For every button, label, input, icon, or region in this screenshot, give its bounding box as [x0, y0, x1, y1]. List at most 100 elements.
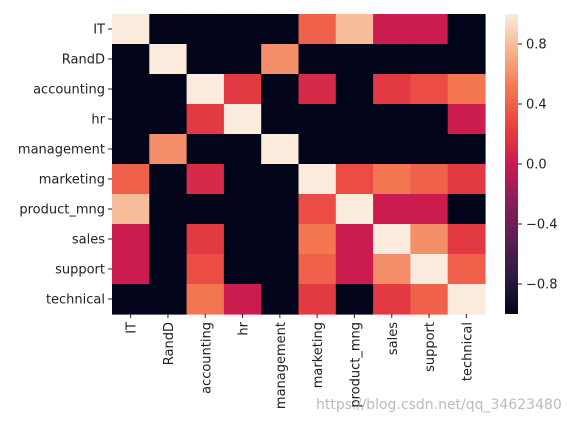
colorbar — [505, 14, 518, 314]
heatmap-cell-hr-management — [261, 104, 300, 135]
heatmap-cell-support-IT — [112, 254, 150, 285]
heatmap-cell-RandD-technical — [447, 44, 486, 75]
colorbar-tick-label: 0.0 — [526, 158, 547, 173]
heatmap-cell-IT-support — [410, 14, 449, 45]
heatmap-cell-marketing-product_mng — [335, 164, 374, 195]
heatmap-cell-marketing-IT — [112, 164, 150, 195]
heatmap-cell-technical-accounting — [186, 284, 225, 315]
heatmap-cell-sales-RandD — [149, 224, 188, 255]
heatmap-cell-product_mng-hr — [223, 194, 262, 225]
heatmap-cell-sales-support — [410, 224, 449, 255]
heatmap-cell-marketing-hr — [223, 164, 262, 195]
heatmap-cell-support-marketing — [298, 254, 337, 285]
heatmap-cell-accounting-support — [410, 74, 449, 105]
heatmap-cell-accounting-marketing — [298, 74, 337, 105]
y-tick-label-sales: sales — [72, 233, 105, 248]
heatmap-cell-support-support — [410, 254, 449, 285]
heatmap-cell-product_mng-product_mng — [335, 194, 374, 225]
heatmap-cell-RandD-RandD — [149, 44, 188, 75]
x-tick-labels: IT RandD accounting hr management marketing pr… — [125, 314, 475, 409]
heatmap-cell-sales-management — [261, 224, 300, 255]
heatmap-cell-product_mng-sales — [373, 194, 411, 225]
heatmap-cell-sales-marketing — [298, 224, 337, 255]
heatmap-cell-IT-hr — [223, 14, 262, 45]
heatmap-cell-support-product_mng — [335, 254, 374, 285]
heatmap-cell-IT-RandD — [149, 14, 188, 45]
heatmap-cell-support-technical — [447, 254, 486, 285]
heatmap-cell-accounting-RandD — [149, 74, 188, 105]
heatmap-cell-sales-product_mng — [335, 224, 374, 255]
heatmap-cells — [112, 14, 486, 315]
y-tick-label-management: management — [18, 143, 105, 158]
heatmap-cell-management-accounting — [186, 134, 225, 165]
heatmap-cell-technical-hr — [223, 284, 262, 315]
x-tick-label-sales: sales — [386, 322, 401, 355]
heatmap-cell-technical-IT — [112, 284, 150, 315]
heatmap-cell-technical-management — [261, 284, 300, 315]
heatmap-cell-support-sales — [373, 254, 411, 285]
x-tick-label-accounting: accounting — [199, 322, 214, 394]
heatmap-cell-technical-marketing — [298, 284, 337, 315]
heatmap-cell-technical-sales — [373, 284, 411, 315]
heatmap-cell-hr-accounting — [186, 104, 225, 135]
heatmap-cell-product_mng-management — [261, 194, 300, 225]
heatmap-cell-product_mng-RandD — [149, 194, 188, 225]
x-tick-label-technical: technical — [460, 322, 475, 381]
heatmap-cell-support-management — [261, 254, 300, 285]
heatmap-cell-RandD-product_mng — [335, 44, 374, 75]
heatmap-cell-RandD-management — [261, 44, 300, 75]
heatmap-cell-RandD-accounting — [186, 44, 225, 75]
heatmap-cell-support-RandD — [149, 254, 188, 285]
heatmap-cell-support-accounting — [186, 254, 225, 285]
y-tick-labels: IT RandD accounting hr management marketing pr… — [18, 23, 112, 308]
heatmap-cell-RandD-IT — [112, 44, 150, 75]
colorbar-tick-label: 0.4 — [526, 98, 547, 113]
y-tick-label-IT: IT — [93, 23, 105, 38]
heatmap-cell-IT-IT — [112, 14, 150, 45]
heatmap-cell-management-technical — [447, 134, 486, 165]
heatmap-cell-IT-accounting — [186, 14, 225, 45]
y-tick-label-technical: technical — [46, 293, 105, 308]
x-tick-label-marketing: marketing — [311, 322, 326, 388]
heatmap-cell-RandD-hr — [223, 44, 262, 75]
heatmap-cell-technical-technical — [447, 284, 486, 315]
heatmap-cell-marketing-management — [261, 164, 300, 195]
heatmap-cell-marketing-technical — [447, 164, 486, 195]
heatmap-cell-marketing-RandD — [149, 164, 188, 195]
heatmap-cell-product_mng-accounting — [186, 194, 225, 225]
x-tick-label-IT: IT — [125, 322, 140, 334]
heatmap-cell-sales-technical — [447, 224, 486, 255]
heatmap-cell-management-hr — [223, 134, 262, 165]
heatmap-cell-product_mng-support — [410, 194, 449, 225]
heatmap-cell-hr-marketing — [298, 104, 337, 135]
heatmap-cell-marketing-support — [410, 164, 449, 195]
heatmap-cell-product_mng-IT — [112, 194, 150, 225]
watermark-text: https://blog.csdn.net/qq_34623480 — [316, 397, 562, 413]
x-tick-label-management: management — [274, 322, 289, 409]
heatmap-cell-management-RandD — [149, 134, 188, 165]
heatmap-cell-marketing-sales — [373, 164, 411, 195]
x-tick-label-support: support — [423, 322, 438, 372]
heatmap-cell-marketing-marketing — [298, 164, 337, 195]
heatmap-cell-management-product_mng — [335, 134, 374, 165]
heatmap-cell-accounting-sales — [373, 74, 411, 105]
heatmap-cell-accounting-product_mng — [335, 74, 374, 105]
colorbar-gradient — [505, 14, 518, 314]
y-tick-label-RandD: RandD — [62, 53, 105, 68]
heatmap-cell-sales-IT — [112, 224, 150, 255]
heatmap-cell-product_mng-technical — [447, 194, 486, 225]
heatmap-cell-management-marketing — [298, 134, 337, 165]
y-tick-label-marketing: marketing — [39, 173, 105, 188]
heatmap-cell-technical-support — [410, 284, 449, 315]
heatmap-cell-accounting-IT — [112, 74, 150, 105]
heatmap-cell-IT-technical — [447, 14, 486, 45]
heatmap-cell-management-IT — [112, 134, 150, 165]
heatmap-cell-hr-hr — [223, 104, 262, 135]
heatmap-cell-product_mng-marketing — [298, 194, 337, 225]
heatmap-cell-hr-IT — [112, 104, 150, 135]
x-tick-label-product_mng: product_mng — [348, 322, 363, 408]
heatmap-cell-hr-technical — [447, 104, 486, 135]
colorbar-tick-label: −0.4 — [526, 218, 558, 233]
heatmap-cell-sales-hr — [223, 224, 262, 255]
